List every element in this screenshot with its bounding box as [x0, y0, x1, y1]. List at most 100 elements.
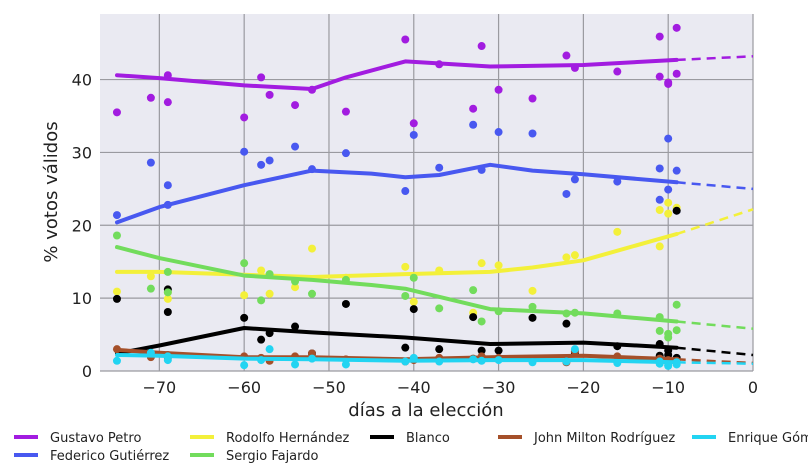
data-point — [528, 313, 537, 322]
x-tick-label: 0 — [748, 378, 758, 397]
data-point — [291, 101, 300, 110]
data-point — [672, 300, 681, 309]
data-point — [562, 253, 571, 262]
x-tick-label: −40 — [397, 378, 431, 397]
data-point — [401, 187, 410, 196]
grid-lines — [100, 14, 754, 372]
projection-line — [676, 320, 754, 330]
y-tick-label: 20 — [72, 216, 92, 235]
data-point — [112, 108, 121, 117]
data-point — [655, 326, 664, 335]
x-tick-label: −60 — [227, 378, 261, 397]
data-point — [308, 244, 317, 253]
data-point — [562, 51, 571, 60]
data-point — [112, 231, 121, 240]
data-point — [672, 206, 681, 215]
data-point — [308, 289, 317, 298]
data-point — [672, 23, 681, 32]
data-point — [112, 356, 121, 365]
data-point — [655, 242, 664, 251]
data-point — [112, 294, 121, 303]
y-tick-label: 0 — [82, 362, 92, 381]
legend-item: John Milton Rodríguez — [498, 431, 675, 446]
data-point — [469, 286, 478, 295]
data-point — [477, 42, 486, 51]
data-point — [655, 72, 664, 81]
data-point — [265, 289, 274, 298]
data-point — [401, 262, 410, 271]
data-point — [409, 119, 418, 128]
data-point — [240, 113, 249, 122]
data-point — [672, 166, 681, 175]
x-tick-label: −10 — [651, 378, 685, 397]
axis-ticks: −70 −60 −50 −40 −30 −20 −10 0 0 10 20 30 40 — [72, 71, 758, 397]
data-point — [570, 251, 579, 260]
data-point — [655, 205, 664, 214]
legend-label: Federico Gutiérrez — [50, 449, 169, 464]
data-point — [291, 283, 300, 292]
y-tick-label: 10 — [72, 289, 92, 308]
series-Federico Gutiérrez — [112, 120, 754, 225]
x-axis-label: días a la elección — [348, 400, 503, 421]
projection-line — [676, 208, 754, 236]
data-point — [570, 345, 579, 354]
data-point — [664, 79, 673, 88]
data-point — [257, 160, 266, 169]
data-point — [265, 345, 274, 354]
data-point — [655, 195, 664, 204]
data-point — [341, 360, 350, 369]
data-point — [265, 156, 274, 165]
data-point — [257, 335, 266, 344]
data-point — [409, 273, 418, 282]
data-point — [494, 128, 503, 137]
data-point — [146, 284, 155, 293]
data-point — [401, 343, 410, 352]
data-point — [435, 345, 444, 354]
data-point — [265, 90, 274, 99]
data-point — [494, 346, 503, 355]
data-point — [257, 296, 266, 305]
plot-background — [100, 14, 753, 371]
data-point — [163, 267, 172, 276]
data-point — [655, 164, 664, 173]
data-point — [664, 134, 673, 143]
projection-line — [676, 346, 754, 357]
y-tick-label: 30 — [72, 143, 92, 162]
trend-line — [115, 162, 679, 225]
legend: Gustavo Petro Rodolfo Hernández Blanco John… — [14, 431, 808, 464]
data-point — [613, 177, 622, 186]
x-tick-label: −50 — [312, 378, 346, 397]
data-point — [494, 85, 503, 94]
data-point — [401, 35, 410, 44]
data-point — [240, 147, 249, 156]
x-tick-label: −70 — [142, 378, 176, 397]
data-point — [528, 302, 537, 311]
data-point — [240, 259, 249, 268]
data-point — [477, 346, 486, 355]
data-point — [672, 326, 681, 335]
projection-line — [676, 361, 754, 365]
data-point — [613, 67, 622, 76]
data-point — [672, 69, 681, 78]
data-point — [409, 297, 418, 306]
data-point — [528, 94, 537, 103]
data-point — [401, 291, 410, 300]
data-point — [528, 129, 537, 138]
data-point — [664, 198, 673, 207]
data-point — [146, 158, 155, 167]
legend-item: Enrique Gómez — [692, 431, 808, 446]
data-point — [664, 185, 673, 194]
data-point — [257, 266, 266, 275]
trend-line — [115, 326, 679, 356]
data-point — [112, 287, 121, 296]
y-tick-label: 40 — [72, 71, 92, 90]
data-point — [570, 175, 579, 184]
data-point — [469, 120, 478, 129]
data-point — [562, 189, 571, 198]
legend-label: John Milton Rodríguez — [533, 431, 675, 446]
series-Enrique Gómez — [112, 345, 754, 370]
trend-line — [115, 232, 679, 279]
data-point — [494, 261, 503, 270]
data-point — [562, 319, 571, 328]
